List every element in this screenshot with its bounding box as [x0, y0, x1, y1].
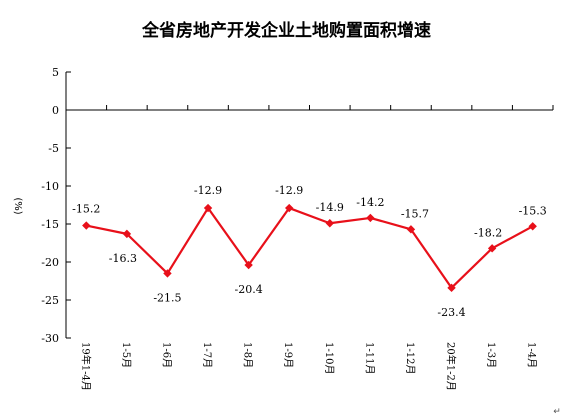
y-tick-label: -20 [41, 256, 59, 269]
data-series [82, 203, 537, 293]
diamond-marker [244, 260, 253, 270]
diamond-marker [528, 222, 537, 231]
diamond-marker [487, 244, 497, 253]
x-tick-label: 20年1-2月 [445, 342, 458, 391]
paragraph-mark-icon: ↵ [553, 407, 561, 417]
axes [65, 72, 553, 338]
diamond-marker [82, 221, 91, 230]
diamond-marker [163, 269, 172, 278]
data-label: -20.4 [235, 283, 263, 296]
data-label: -21.5 [153, 291, 181, 304]
diamond-marker [447, 283, 456, 293]
y-tick-label: -25 [41, 294, 59, 307]
data-label: -18.2 [474, 226, 502, 239]
y-tick-label: -30 [41, 332, 59, 345]
x-tick-label: 1-3月 [485, 342, 497, 368]
y-tick-label: 5 [52, 66, 59, 79]
data-label: -16.3 [109, 252, 137, 265]
x-tick-label: 1-6月 [160, 342, 172, 368]
data-label: -15.2 [72, 203, 100, 216]
chart-title: 全省房地产开发企业土地购置面积增速 [142, 21, 431, 41]
diamond-marker [122, 229, 132, 239]
x-tick-label: 1-12月 [404, 342, 416, 374]
y-tick-label: -5 [48, 142, 59, 155]
x-tick-label: 1-4月 [526, 342, 538, 368]
series-line [86, 206, 534, 289]
y-axis-ticks: 5 0 -5 -10 -15 -20 -25 -30 [41, 66, 71, 345]
data-label: -14.9 [316, 201, 344, 214]
x-tick-label: 1-10月 [323, 342, 335, 374]
data-label: -12.9 [194, 184, 222, 197]
data-labels: -15.2 -16.3 -21.5 -12.9 -20.4 -12.9 -14.9 -14.2… [72, 184, 547, 319]
x-tick-label: 19年1-4月 [79, 342, 92, 391]
diamond-marker [325, 219, 334, 228]
data-label: -14.2 [356, 196, 384, 209]
y-tick-label: 0 [52, 104, 59, 117]
x-tick-label: 1-11月 [363, 342, 375, 374]
y-tick-label: -10 [41, 180, 59, 193]
y-axis-unit-label: (%) [12, 197, 23, 214]
x-tick-label: 1-5月 [120, 342, 132, 368]
diamond-marker [203, 203, 213, 213]
x-tick-label: 1-8月 [242, 342, 254, 368]
diamond-marker [285, 203, 294, 213]
y-tick-label: -15 [41, 218, 59, 231]
data-label: -15.3 [519, 204, 547, 217]
diamond-marker [406, 225, 416, 234]
diamond-marker [366, 213, 375, 223]
data-label: -12.9 [275, 184, 303, 197]
data-label: -15.7 [401, 207, 429, 220]
data-label: -23.4 [437, 306, 465, 319]
x-tick-label: 1-7月 [201, 342, 213, 368]
x-axis-ticks: 19年1-4月 1-5月 1-6月 1-7月 1-8月 1-9月 1-10月 1-11月 1-1… [65, 105, 554, 391]
x-tick-label: 1-9月 [282, 342, 294, 368]
